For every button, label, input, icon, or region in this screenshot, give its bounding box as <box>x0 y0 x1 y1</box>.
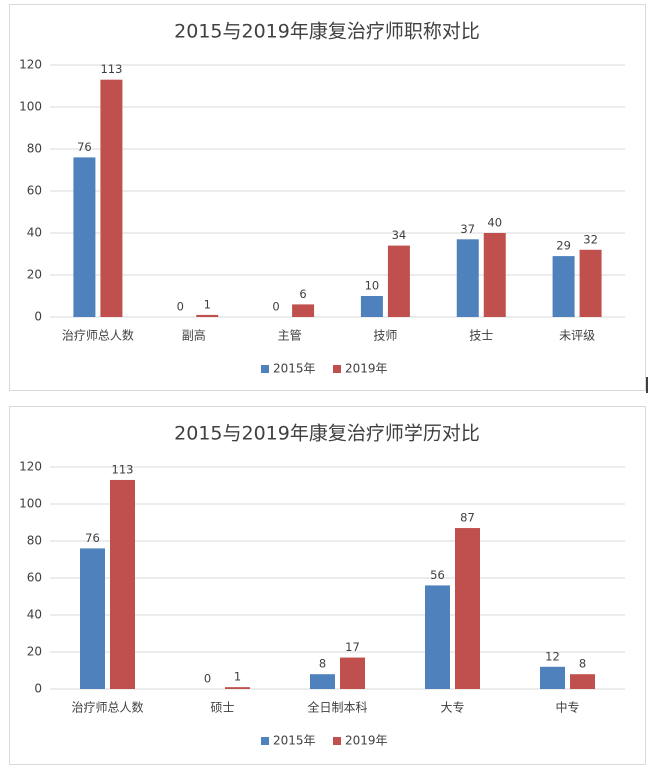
data-label: 87 <box>460 511 475 525</box>
data-label: 40 <box>487 216 502 230</box>
x-tick-label: 技师 <box>373 329 397 343</box>
data-label: 12 <box>545 649 560 663</box>
bar <box>110 479 135 689</box>
y-tick-label: 60 <box>27 184 42 198</box>
data-label: 1 <box>204 297 211 311</box>
y-tick-label: 100 <box>19 497 42 511</box>
data-label: 29 <box>556 239 571 253</box>
data-label: 10 <box>365 279 380 293</box>
x-tick-label: 治疗师总人数 <box>62 328 134 343</box>
bar <box>456 239 479 317</box>
y-tick-label: 20 <box>27 645 42 659</box>
legend-label: 2019年 <box>345 734 388 748</box>
x-tick-label: 全日制本科 <box>307 700 367 715</box>
legend-label: 2019年 <box>345 362 388 376</box>
data-label: 1 <box>234 670 241 684</box>
data-label: 0 <box>204 672 211 686</box>
data-label: 113 <box>100 62 122 76</box>
data-label: 113 <box>112 462 134 476</box>
y-tick-label: 20 <box>27 268 42 282</box>
legend-label: 2015年 <box>273 734 316 748</box>
bar <box>73 157 96 317</box>
bar <box>196 314 219 317</box>
y-tick-label: 60 <box>27 571 42 585</box>
data-label: 6 <box>299 287 306 301</box>
x-tick-label: 治疗师总人数 <box>71 700 143 715</box>
bar <box>80 548 105 689</box>
bar <box>552 256 575 317</box>
x-tick-label: 中专 <box>555 700 579 715</box>
legend-label: 2015年 <box>273 362 316 376</box>
x-tick-label: 未评级 <box>559 329 595 343</box>
chart-title: 2015与2019年康复治疗师学历对比 <box>174 423 480 445</box>
data-label: 8 <box>319 657 326 671</box>
x-tick-label: 硕士 <box>210 701 234 715</box>
y-tick-label: 80 <box>27 142 42 156</box>
y-tick-label: 0 <box>34 310 42 324</box>
y-tick-label: 40 <box>27 608 42 622</box>
bar <box>292 304 315 317</box>
data-label: 0 <box>272 300 279 314</box>
y-tick-label: 0 <box>34 682 42 696</box>
data-label: 34 <box>392 228 407 242</box>
x-tick-label: 技士 <box>469 329 493 343</box>
bar <box>455 528 480 689</box>
data-label: 76 <box>85 531 100 545</box>
legend-swatch <box>333 365 341 373</box>
legend-swatch <box>261 365 269 373</box>
bar <box>425 585 450 689</box>
data-label: 56 <box>430 568 445 582</box>
x-tick-label: 大专 <box>440 700 464 715</box>
y-tick-label: 120 <box>19 460 42 474</box>
bar <box>579 249 602 317</box>
y-tick-label: 100 <box>19 100 42 114</box>
data-label: 8 <box>579 657 586 671</box>
x-tick-label: 副高 <box>182 328 206 343</box>
data-label: 76 <box>77 140 92 154</box>
data-label: 0 <box>177 300 184 314</box>
bar <box>340 657 365 689</box>
bar <box>570 674 595 689</box>
y-tick-label: 80 <box>27 534 42 548</box>
bar <box>100 79 123 317</box>
chart-title: 2015与2019年康复治疗师职称对比 <box>174 21 480 43</box>
bar <box>540 666 565 689</box>
legend-swatch <box>333 737 341 745</box>
data-label: 17 <box>345 640 360 654</box>
bar <box>387 245 410 317</box>
bar <box>483 233 506 317</box>
data-label: 37 <box>460 222 475 236</box>
data-label: 32 <box>583 232 598 246</box>
bar <box>310 674 335 689</box>
bar <box>360 296 383 317</box>
y-tick-label: 40 <box>27 226 42 240</box>
legend-swatch <box>261 737 269 745</box>
x-tick-label: 主管 <box>278 328 302 343</box>
y-tick-label: 120 <box>19 58 42 72</box>
bar <box>225 687 250 689</box>
